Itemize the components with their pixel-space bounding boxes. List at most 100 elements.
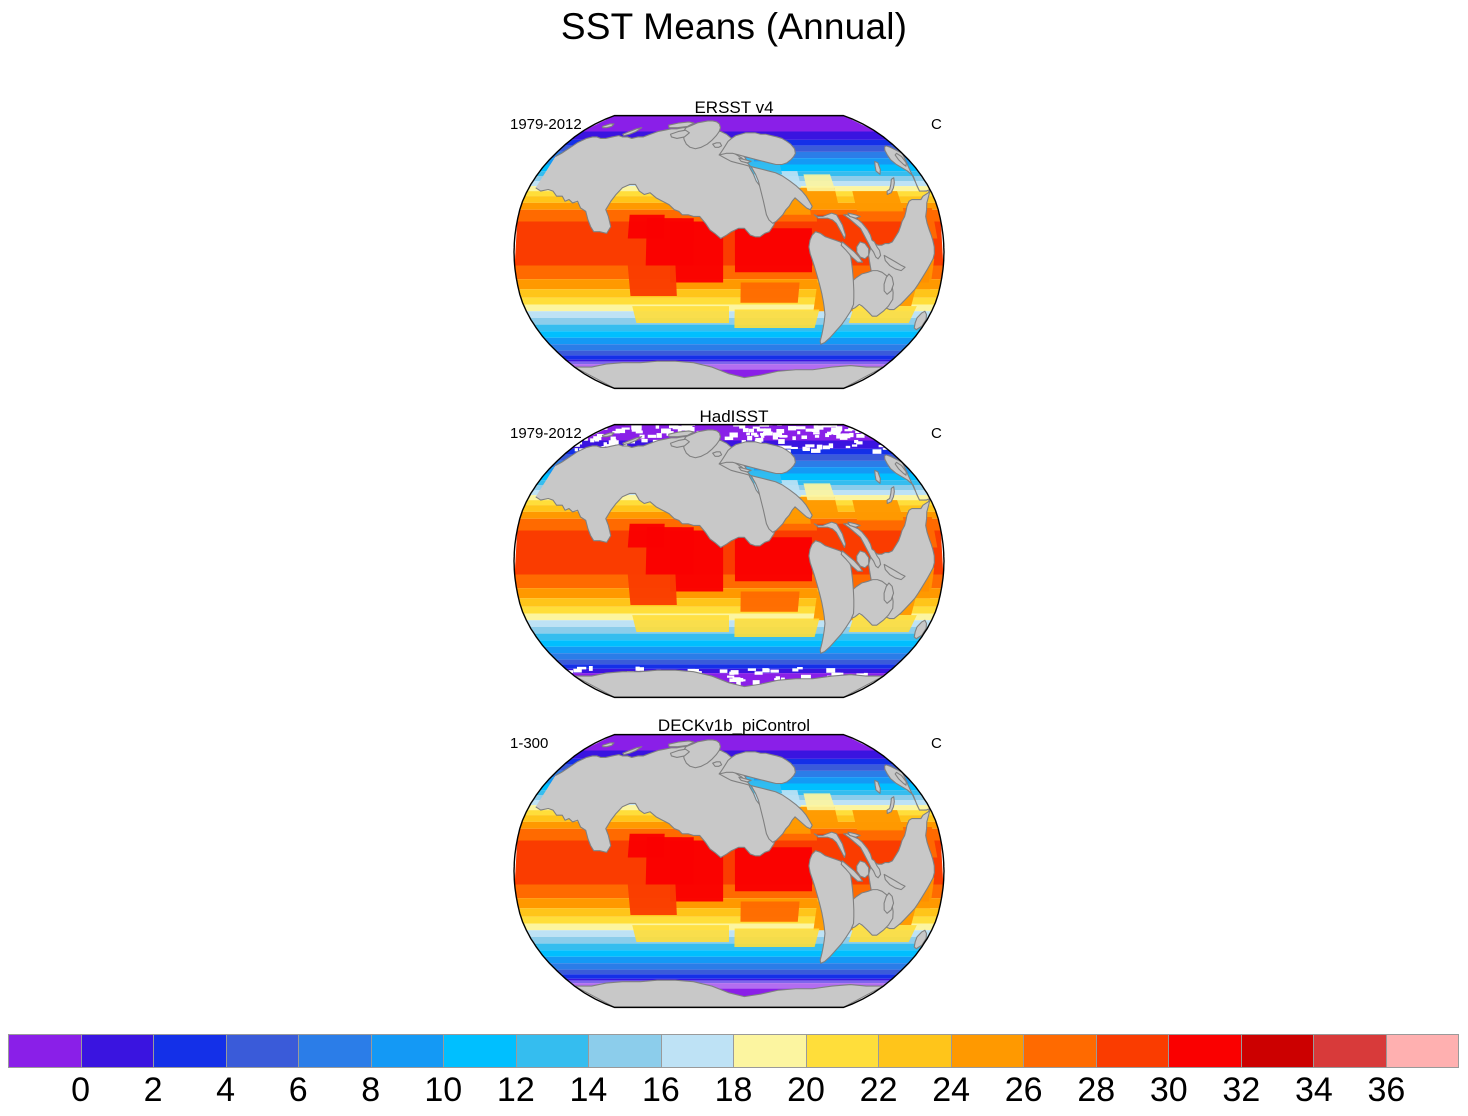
landmass-svalbard: [601, 432, 615, 438]
sst-warm-blob-14: [740, 282, 800, 303]
landmass-japan: [886, 486, 895, 505]
landmass-ellesmere: [668, 740, 695, 748]
colorbar-tick-30: 30: [1149, 1071, 1188, 1109]
landmass-alaska-is: [738, 466, 752, 473]
landmass-iceland: [712, 142, 723, 148]
sst-zone-24: [538, 640, 920, 647]
landmass-namerica-n: [718, 751, 796, 785]
landmass-eurasia-africa: [535, 436, 931, 549]
landmass-madagascar: [883, 582, 895, 604]
landmass-sakhalin: [874, 160, 881, 175]
colorbar-tick-10: 10: [424, 1071, 463, 1109]
colorbar-band-6[interactable]: [443, 1035, 516, 1067]
sst-cool-blob-2: [803, 174, 836, 192]
landmass-sakhalin: [874, 469, 881, 484]
landmass-nz: [913, 929, 928, 950]
landmass-svalbard: [601, 123, 615, 129]
colorbar-band-10[interactable]: [733, 1035, 806, 1067]
landmass-sumatra: [840, 241, 864, 263]
panel-units-ersst-v4: C: [931, 116, 942, 133]
landmass-cuba: [847, 212, 861, 219]
figure-title: SST Means (Annual): [560, 6, 908, 47]
landmass-sakhalin: [874, 779, 881, 794]
sst-zone-24: [538, 331, 920, 338]
colorbar-tick-4: 4: [216, 1071, 236, 1109]
colorbar-band-9[interactable]: [660, 1035, 733, 1067]
sst-warm-blob-7: [627, 574, 677, 605]
sst-zone-26: [549, 963, 909, 970]
landmass-alaska-is: [738, 776, 752, 783]
landmass-alaska-is: [738, 157, 752, 164]
landmass-seasia: [843, 523, 882, 569]
sst-warm-blob-10: [852, 500, 904, 521]
sst-warm-blob-14: [740, 591, 800, 612]
sst-warm-blob-12: [627, 833, 665, 858]
landmass-cuba: [847, 831, 861, 838]
landmass-novaya: [622, 436, 643, 446]
panel-title-hadisst: HadISST: [699, 407, 769, 426]
landmass-eurasia-africa: [535, 746, 931, 859]
colorbar-band-11[interactable]: [805, 1035, 878, 1067]
colorbar-band-16[interactable]: [1168, 1035, 1241, 1067]
sst-warm-blob-1: [734, 228, 813, 273]
colorbar-band-3[interactable]: [225, 1035, 298, 1067]
landmass-svalbard: [601, 742, 615, 748]
map-frame: [513, 423, 945, 699]
sst-zone-27: [555, 969, 903, 975]
landmass-madagascar: [883, 273, 895, 295]
landmass-namerica-n: [718, 441, 796, 475]
map-deckv1b-picontrol[interactable]: [513, 733, 945, 1009]
colorbar-band-12[interactable]: [878, 1035, 951, 1067]
colorbar-band-17[interactable]: [1240, 1035, 1313, 1067]
colorbar-tick-20: 20: [787, 1071, 825, 1109]
sst-zone-27: [555, 659, 903, 665]
landmass-borneo: [856, 241, 870, 260]
colorbar-band-2[interactable]: [153, 1035, 226, 1067]
panel-units-hadisst: C: [931, 425, 942, 442]
colorbar-band-5[interactable]: [370, 1035, 443, 1067]
colorbar-band-18[interactable]: [1313, 1035, 1386, 1067]
sst-warm-blob-14: [740, 901, 800, 922]
landmass-borneo: [856, 860, 870, 879]
colorbar-tick-26: 26: [1004, 1071, 1043, 1109]
landmass-antarctica: [573, 979, 885, 1008]
map-ersst-v4[interactable]: [513, 114, 945, 390]
sst-warm-blob-12: [627, 214, 665, 239]
landmass-greenland: [682, 120, 721, 150]
colorbar-band-14[interactable]: [1023, 1035, 1096, 1067]
landmass-newguinea: [883, 873, 906, 891]
landmass-madagascar: [883, 892, 895, 914]
colorbar-band-7[interactable]: [515, 1035, 588, 1067]
colorbar-tick-36: 36: [1367, 1071, 1406, 1109]
colorbar-band-15[interactable]: [1095, 1035, 1168, 1067]
landmass-cuba: [847, 521, 861, 528]
landmass-borneo: [856, 550, 870, 569]
sst-zone-26: [549, 653, 909, 660]
sst-warm-blob-12: [627, 523, 665, 548]
sst-zone-25: [543, 956, 915, 964]
colorbar[interactable]: [8, 1034, 1459, 1068]
sst-warm-blob-7: [627, 265, 677, 296]
colorbar-band-13[interactable]: [950, 1035, 1023, 1067]
colorbar-band-8[interactable]: [588, 1035, 661, 1067]
landmass-ellesmere: [668, 430, 695, 438]
colorbar-band-4[interactable]: [298, 1035, 371, 1067]
sst-zone-26: [549, 344, 909, 351]
landmass-eurasia-africa: [535, 127, 931, 240]
map-frame: [513, 733, 945, 1009]
colorbar-band-0[interactable]: [9, 1035, 81, 1067]
land-masses: [535, 429, 935, 698]
map-hadisst[interactable]: [513, 423, 945, 699]
panel-period-deckv1b-picontrol: 1-300: [510, 735, 549, 752]
sst-zone-24: [538, 950, 920, 957]
sst-zone-23: [534, 943, 924, 951]
landmass-sumatra: [840, 550, 864, 572]
colorbar-band-19[interactable]: [1385, 1035, 1458, 1067]
colorbar-band-1[interactable]: [80, 1035, 153, 1067]
landmass-newguinea: [883, 563, 906, 581]
landmass-novaya: [622, 127, 643, 137]
colorbar-tick-24: 24: [932, 1071, 971, 1109]
panel-period-ersst-v4: 1979-2012: [510, 116, 582, 133]
colorbar-tick-8: 8: [361, 1071, 381, 1109]
sst-cool-blob-2: [803, 483, 836, 501]
